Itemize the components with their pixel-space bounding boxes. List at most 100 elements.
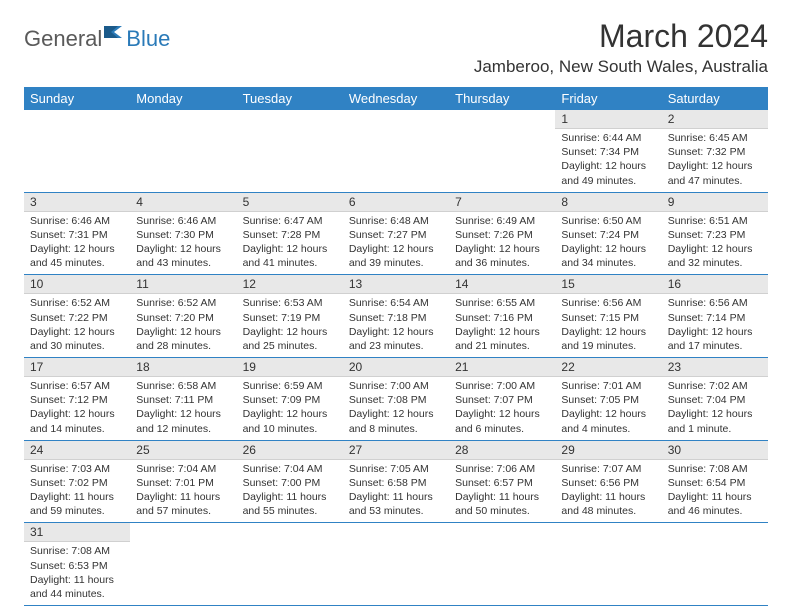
sunset-text: Sunset: 7:16 PM xyxy=(455,311,549,325)
calendar-day-cell: 4Sunrise: 6:46 AMSunset: 7:30 PMDaylight… xyxy=(130,192,236,275)
calendar-day-cell: 5Sunrise: 6:47 AMSunset: 7:28 PMDaylight… xyxy=(237,192,343,275)
daylight-text: Daylight: 12 hours and 10 minutes. xyxy=(243,407,337,435)
day-number: 18 xyxy=(130,358,236,377)
calendar-day-cell: 31Sunrise: 7:08 AMSunset: 6:53 PMDayligh… xyxy=(24,523,130,606)
daylight-text: Daylight: 12 hours and 6 minutes. xyxy=(455,407,549,435)
weekday-header: Monday xyxy=(130,87,236,110)
logo: General Blue xyxy=(24,24,170,53)
calendar-day-cell: 7Sunrise: 6:49 AMSunset: 7:26 PMDaylight… xyxy=(449,192,555,275)
calendar-day-cell: 13Sunrise: 6:54 AMSunset: 7:18 PMDayligh… xyxy=(343,275,449,358)
sunrise-text: Sunrise: 6:54 AM xyxy=(349,296,443,310)
calendar-day-cell: 19Sunrise: 6:59 AMSunset: 7:09 PMDayligh… xyxy=(237,358,343,441)
calendar-week-row: 31Sunrise: 7:08 AMSunset: 6:53 PMDayligh… xyxy=(24,523,768,606)
sunrise-text: Sunrise: 6:48 AM xyxy=(349,214,443,228)
daylight-text: Daylight: 12 hours and 49 minutes. xyxy=(561,159,655,187)
day-info: Sunrise: 6:45 AMSunset: 7:32 PMDaylight:… xyxy=(662,129,768,192)
day-number: 23 xyxy=(662,358,768,377)
daylight-text: Daylight: 12 hours and 23 minutes. xyxy=(349,325,443,353)
sunrise-text: Sunrise: 7:08 AM xyxy=(30,544,124,558)
sunset-text: Sunset: 7:05 PM xyxy=(561,393,655,407)
day-info: Sunrise: 7:00 AMSunset: 7:08 PMDaylight:… xyxy=(343,377,449,440)
day-info: Sunrise: 6:48 AMSunset: 7:27 PMDaylight:… xyxy=(343,212,449,275)
sunrise-text: Sunrise: 6:46 AM xyxy=(30,214,124,228)
sunrise-text: Sunrise: 6:58 AM xyxy=(136,379,230,393)
daylight-text: Daylight: 12 hours and 21 minutes. xyxy=(455,325,549,353)
calendar-day-cell xyxy=(449,110,555,192)
day-number: 13 xyxy=(343,275,449,294)
day-info: Sunrise: 7:02 AMSunset: 7:04 PMDaylight:… xyxy=(662,377,768,440)
daylight-text: Daylight: 12 hours and 1 minute. xyxy=(668,407,762,435)
sunrise-text: Sunrise: 6:49 AM xyxy=(455,214,549,228)
daylight-text: Daylight: 11 hours and 57 minutes. xyxy=(136,490,230,518)
calendar-day-cell: 30Sunrise: 7:08 AMSunset: 6:54 PMDayligh… xyxy=(662,440,768,523)
day-info: Sunrise: 6:52 AMSunset: 7:22 PMDaylight:… xyxy=(24,294,130,357)
weekday-header: Friday xyxy=(555,87,661,110)
day-info: Sunrise: 6:46 AMSunset: 7:30 PMDaylight:… xyxy=(130,212,236,275)
sunrise-text: Sunrise: 7:00 AM xyxy=(349,379,443,393)
calendar-day-cell: 22Sunrise: 7:01 AMSunset: 7:05 PMDayligh… xyxy=(555,358,661,441)
day-number: 28 xyxy=(449,441,555,460)
sunrise-text: Sunrise: 6:59 AM xyxy=(243,379,337,393)
daylight-text: Daylight: 12 hours and 17 minutes. xyxy=(668,325,762,353)
calendar-day-cell: 27Sunrise: 7:05 AMSunset: 6:58 PMDayligh… xyxy=(343,440,449,523)
day-info: Sunrise: 6:56 AMSunset: 7:14 PMDaylight:… xyxy=(662,294,768,357)
calendar-day-cell xyxy=(449,523,555,606)
sunset-text: Sunset: 7:09 PM xyxy=(243,393,337,407)
calendar-day-cell: 2Sunrise: 6:45 AMSunset: 7:32 PMDaylight… xyxy=(662,110,768,192)
day-number: 27 xyxy=(343,441,449,460)
day-number: 7 xyxy=(449,193,555,212)
sunset-text: Sunset: 7:04 PM xyxy=(668,393,762,407)
calendar-day-cell xyxy=(130,110,236,192)
daylight-text: Daylight: 12 hours and 39 minutes. xyxy=(349,242,443,270)
sunset-text: Sunset: 7:23 PM xyxy=(668,228,762,242)
day-info: Sunrise: 7:00 AMSunset: 7:07 PMDaylight:… xyxy=(449,377,555,440)
calendar-week-row: 24Sunrise: 7:03 AMSunset: 7:02 PMDayligh… xyxy=(24,440,768,523)
daylight-text: Daylight: 11 hours and 44 minutes. xyxy=(30,573,124,601)
sunset-text: Sunset: 6:57 PM xyxy=(455,476,549,490)
sunrise-text: Sunrise: 6:56 AM xyxy=(668,296,762,310)
daylight-text: Daylight: 12 hours and 8 minutes. xyxy=(349,407,443,435)
day-number: 14 xyxy=(449,275,555,294)
sunset-text: Sunset: 7:30 PM xyxy=(136,228,230,242)
day-number: 5 xyxy=(237,193,343,212)
day-number: 24 xyxy=(24,441,130,460)
day-number: 25 xyxy=(130,441,236,460)
day-number: 2 xyxy=(662,110,768,129)
sunrise-text: Sunrise: 6:46 AM xyxy=(136,214,230,228)
logo-text-blue: Blue xyxy=(126,26,170,52)
sunrise-text: Sunrise: 7:08 AM xyxy=(668,462,762,476)
sunrise-text: Sunrise: 7:06 AM xyxy=(455,462,549,476)
sunset-text: Sunset: 7:20 PM xyxy=(136,311,230,325)
sunset-text: Sunset: 6:54 PM xyxy=(668,476,762,490)
sunrise-text: Sunrise: 6:57 AM xyxy=(30,379,124,393)
calendar-day-cell: 17Sunrise: 6:57 AMSunset: 7:12 PMDayligh… xyxy=(24,358,130,441)
day-number: 3 xyxy=(24,193,130,212)
sunset-text: Sunset: 7:31 PM xyxy=(30,228,124,242)
day-number: 22 xyxy=(555,358,661,377)
daylight-text: Daylight: 11 hours and 55 minutes. xyxy=(243,490,337,518)
day-info: Sunrise: 6:50 AMSunset: 7:24 PMDaylight:… xyxy=(555,212,661,275)
calendar-day-cell: 11Sunrise: 6:52 AMSunset: 7:20 PMDayligh… xyxy=(130,275,236,358)
calendar-day-cell: 24Sunrise: 7:03 AMSunset: 7:02 PMDayligh… xyxy=(24,440,130,523)
logo-flag-icon xyxy=(104,24,126,45)
day-info: Sunrise: 6:49 AMSunset: 7:26 PMDaylight:… xyxy=(449,212,555,275)
sunset-text: Sunset: 7:34 PM xyxy=(561,145,655,159)
day-info: Sunrise: 6:52 AMSunset: 7:20 PMDaylight:… xyxy=(130,294,236,357)
day-number: 29 xyxy=(555,441,661,460)
day-number: 10 xyxy=(24,275,130,294)
calendar-week-row: 10Sunrise: 6:52 AMSunset: 7:22 PMDayligh… xyxy=(24,275,768,358)
sunrise-text: Sunrise: 6:50 AM xyxy=(561,214,655,228)
day-info: Sunrise: 7:08 AMSunset: 6:54 PMDaylight:… xyxy=(662,460,768,523)
logo-text-general: General xyxy=(24,26,102,52)
day-number: 16 xyxy=(662,275,768,294)
calendar-day-cell: 15Sunrise: 6:56 AMSunset: 7:15 PMDayligh… xyxy=(555,275,661,358)
calendar-day-cell: 26Sunrise: 7:04 AMSunset: 7:00 PMDayligh… xyxy=(237,440,343,523)
calendar-day-cell: 1Sunrise: 6:44 AMSunset: 7:34 PMDaylight… xyxy=(555,110,661,192)
sunrise-text: Sunrise: 6:51 AM xyxy=(668,214,762,228)
day-number: 20 xyxy=(343,358,449,377)
sunrise-text: Sunrise: 6:52 AM xyxy=(30,296,124,310)
daylight-text: Daylight: 11 hours and 59 minutes. xyxy=(30,490,124,518)
sunset-text: Sunset: 7:24 PM xyxy=(561,228,655,242)
daylight-text: Daylight: 12 hours and 47 minutes. xyxy=(668,159,762,187)
sunrise-text: Sunrise: 6:56 AM xyxy=(561,296,655,310)
